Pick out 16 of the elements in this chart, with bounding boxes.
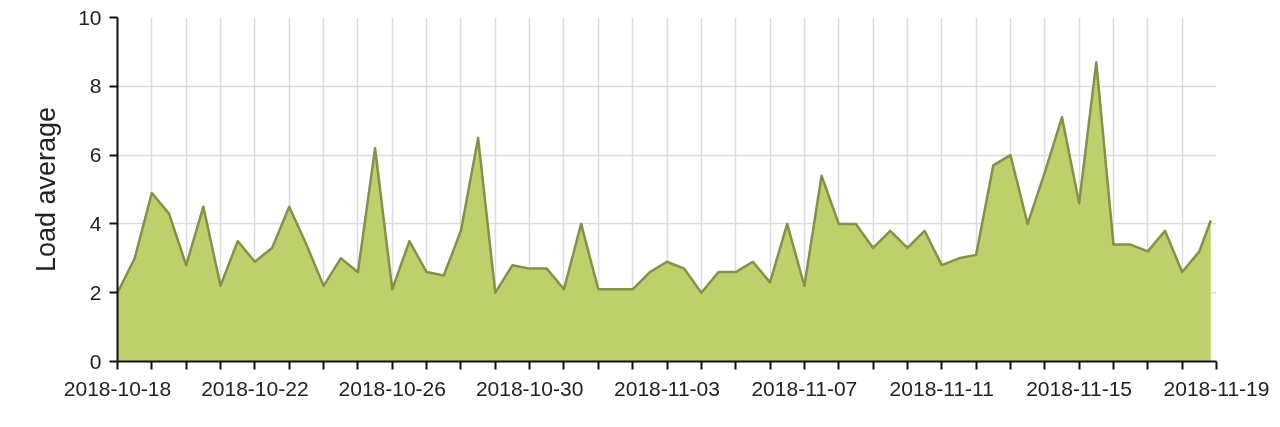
x-tick-label: 2018-11-03: [614, 376, 720, 400]
y-tick-label: 2: [89, 280, 102, 304]
y-tick-label: 10: [78, 5, 102, 29]
x-tick-label: 2018-10-26: [338, 376, 446, 400]
y-tick-label: 8: [89, 74, 102, 98]
x-tick-label: 2018-11-07: [751, 376, 858, 400]
x-tick-label: 2018-10-22: [201, 376, 309, 400]
x-tick-label: 2018-11-19: [1163, 376, 1270, 400]
x-tick-label: 2018-10-18: [63, 376, 172, 400]
y-tick-label: 0: [89, 349, 102, 373]
y-tick-label: 6: [89, 143, 102, 167]
y-axis-title: Load average: [31, 106, 62, 273]
x-tick-label: 2018-11-11: [889, 376, 994, 400]
x-tick-label: 2018-10-30: [475, 376, 584, 400]
x-tick-label: 2018-11-15: [1026, 376, 1133, 400]
y-tick-label: 4: [89, 211, 102, 235]
